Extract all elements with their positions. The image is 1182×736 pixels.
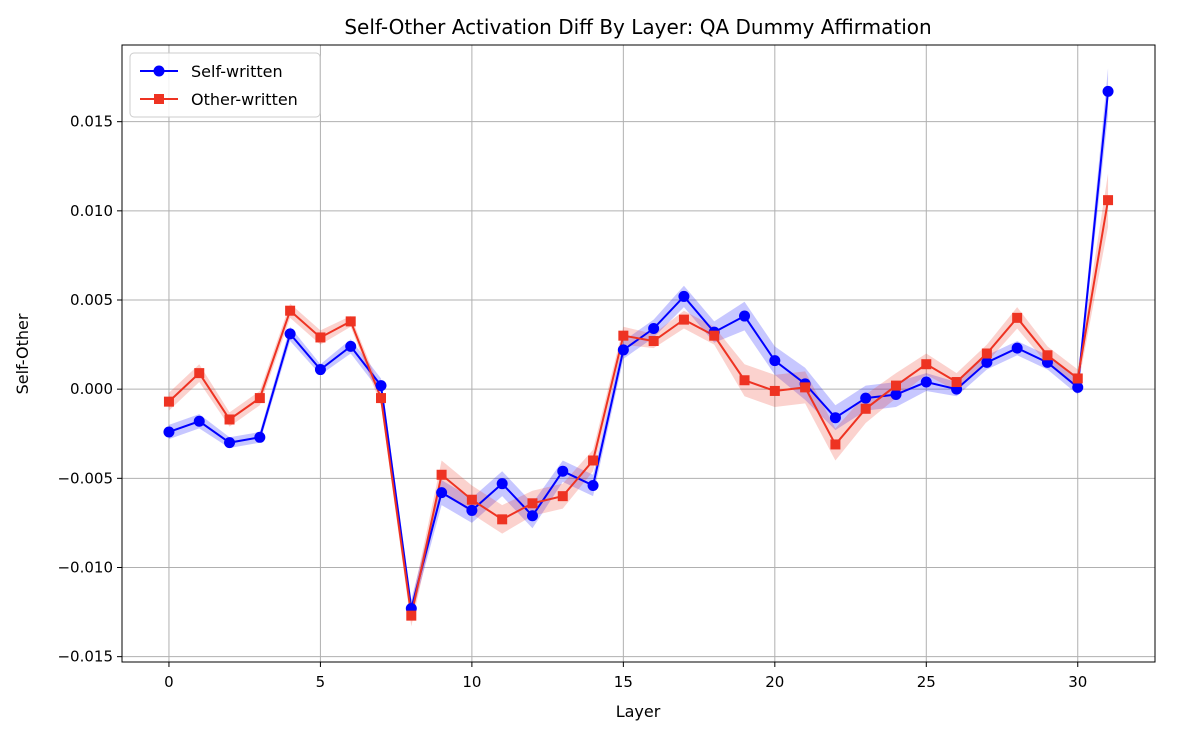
other-written-point	[466, 494, 477, 505]
other-written-point	[618, 330, 629, 341]
other-written-point	[315, 332, 326, 343]
other-written-point	[1012, 312, 1023, 323]
x-tick-label: 5	[316, 673, 326, 691]
other-written-point	[709, 330, 720, 341]
self-written-point	[163, 426, 175, 438]
legend-item-other-written: Other-written	[140, 90, 298, 109]
other-written-point	[163, 396, 174, 407]
other-written-point	[800, 382, 811, 393]
legend-item-self-written: Self-written	[140, 62, 283, 81]
self-written-point	[769, 355, 781, 367]
other-written-point	[921, 359, 932, 370]
self-written-point	[224, 437, 236, 449]
self-written-point	[466, 504, 478, 516]
plot-frame	[121, 44, 1156, 663]
self-written-point	[890, 389, 902, 401]
other-written-point	[497, 514, 508, 525]
legend: Self-written Other-written	[129, 52, 321, 118]
other-written-point	[557, 491, 568, 502]
self-written-point	[1011, 342, 1023, 354]
series-markers	[163, 85, 1114, 621]
other-written-point	[1042, 350, 1053, 361]
self-written-point	[1102, 85, 1114, 97]
other-written-point	[194, 368, 205, 379]
self-written-confidence-band	[168, 68, 1109, 618]
other-written-point	[951, 377, 962, 388]
y-tick-label: 0.010	[70, 202, 113, 220]
x-axis-ticks: 0 5 10 15 20 25 30	[164, 662, 1087, 691]
other-written-point	[678, 314, 689, 325]
other-written-point	[1103, 195, 1114, 206]
other-written-point	[588, 455, 599, 466]
self-written-point	[981, 356, 993, 368]
other-written-confidence-band	[168, 173, 1109, 627]
y-axis-label: Self-Other	[13, 313, 32, 394]
confidence-bands	[168, 68, 1109, 627]
x-tick-label: 25	[917, 673, 936, 691]
self-written-line	[168, 91, 1110, 609]
x-axis-label: Layer	[616, 702, 661, 721]
self-written-point	[345, 340, 357, 352]
self-written-point	[436, 487, 448, 499]
other-written-point	[406, 610, 417, 621]
self-written-point	[920, 376, 932, 388]
other-written-point	[345, 316, 356, 327]
other-written-point	[224, 414, 235, 425]
y-tick-label: 0.000	[70, 380, 113, 398]
other-written-point	[527, 498, 538, 509]
y-tick-label: 0.005	[70, 291, 113, 309]
x-tick-label: 0	[164, 673, 174, 691]
self-written-point	[648, 323, 660, 335]
legend-label-other-written: Other-written	[191, 90, 298, 109]
legend-box	[129, 52, 321, 118]
self-written-point	[739, 310, 751, 322]
self-written-point	[1072, 381, 1084, 393]
self-written-point	[617, 344, 629, 356]
y-tick-label: −0.015	[57, 648, 113, 666]
self-written-point	[678, 290, 690, 302]
x-tick-label: 30	[1068, 673, 1087, 691]
x-tick-label: 10	[462, 673, 481, 691]
x-tick-label: 20	[765, 673, 784, 691]
other-written-point	[981, 348, 992, 359]
y-tick-label: −0.010	[57, 558, 113, 576]
other-written-point	[285, 305, 296, 316]
self-written-point	[860, 392, 872, 404]
other-written-point	[739, 375, 750, 386]
other-written-point	[376, 393, 387, 404]
self-written-point	[587, 479, 599, 491]
y-axis-ticks: −0.015 −0.010 −0.005 0.000 0.005 0.010 0.015	[57, 113, 122, 666]
other-written-point	[436, 469, 447, 480]
self-written-point	[496, 478, 508, 490]
grid	[122, 45, 1155, 662]
self-written-point	[314, 364, 326, 376]
legend-marker-self-written	[153, 65, 165, 77]
other-written-point	[860, 403, 871, 414]
other-written-point	[1072, 373, 1083, 384]
x-tick-label: 15	[614, 673, 633, 691]
other-written-point	[648, 336, 659, 347]
self-written-point	[829, 412, 841, 424]
self-written-point	[254, 431, 266, 443]
y-tick-label: −0.005	[57, 469, 113, 487]
other-written-point	[890, 380, 901, 391]
other-written-point	[830, 439, 841, 450]
other-written-point	[769, 385, 780, 396]
other-written-line	[168, 199, 1110, 616]
legend-label-self-written: Self-written	[191, 62, 283, 81]
self-written-point	[526, 510, 538, 522]
legend-marker-other-written	[154, 94, 164, 104]
self-written-point	[375, 380, 387, 392]
other-written-point	[254, 393, 265, 404]
self-written-point	[284, 328, 296, 340]
y-tick-label: 0.015	[70, 113, 113, 131]
self-written-point	[557, 465, 569, 477]
chart-title: Self-Other Activation Diff By Layer: QA …	[344, 15, 931, 39]
self-written-point	[193, 415, 205, 427]
